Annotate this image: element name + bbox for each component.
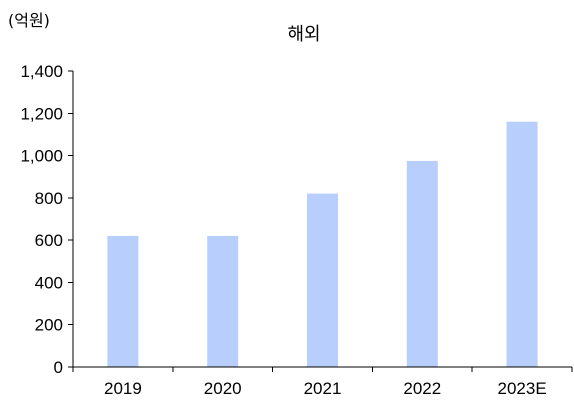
x-tick-label: 2022 <box>403 379 441 398</box>
bar-2023e <box>506 121 538 367</box>
x-tick-label: 2023E <box>498 379 547 398</box>
chart-title: 해외 <box>287 24 320 45</box>
bar-2022 <box>406 160 438 367</box>
y-tick-label: 1,000 <box>20 147 63 166</box>
bar-2020 <box>207 235 239 367</box>
unit-label: (억원) <box>8 11 50 30</box>
y-tick-label: 400 <box>35 273 63 292</box>
x-tick-labels: 2019 2020 2021 2022 2023E <box>104 379 547 398</box>
y-tick-label: 200 <box>35 316 63 335</box>
y-tick-label: 0 <box>54 358 63 377</box>
y-tick-label: 1,400 <box>20 62 63 81</box>
bar-2021 <box>307 193 338 367</box>
y-tick-label: 1,200 <box>20 104 63 123</box>
y-tick-labels: 0 200 400 600 800 1,000 1,200 1,400 <box>20 62 63 377</box>
x-tick-label: 2020 <box>204 379 242 398</box>
y-tick-label: 800 <box>35 189 63 208</box>
x-tick-label: 2021 <box>304 379 342 398</box>
y-tick-label: 600 <box>35 231 63 250</box>
bar-2019 <box>107 235 139 367</box>
axes-layer <box>68 70 573 372</box>
bars-layer <box>107 121 538 367</box>
x-tick-label: 2019 <box>104 379 142 398</box>
